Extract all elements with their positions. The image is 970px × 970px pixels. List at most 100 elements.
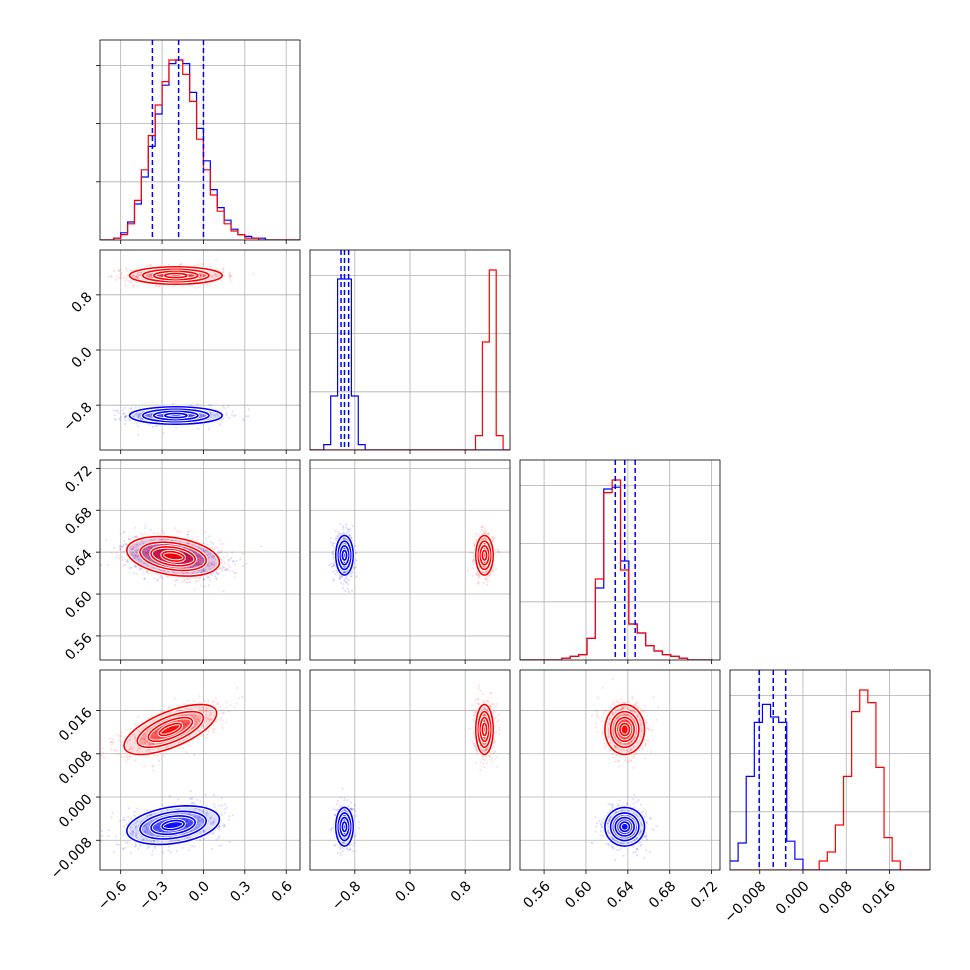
scatter-point [338,577,341,581]
scatter-point [134,828,138,831]
scatter-point [145,830,148,833]
scatter-point [333,542,336,545]
scatter-point [495,568,498,571]
scatter-point [331,552,334,555]
scatter-point [112,269,116,273]
contour-red [125,535,221,577]
scatter-point [190,796,194,800]
scatter-point [156,531,159,534]
scatter-point [182,561,185,564]
scatter-point [197,818,200,821]
scatter-point [187,559,190,563]
scatter-point [186,530,189,534]
scatter-point [140,835,143,838]
scatter-point [477,581,480,584]
scatter-point [155,554,158,557]
scatter-point [345,526,348,529]
scatter-point [480,525,483,528]
scatter-point [200,274,203,277]
scatter-point [475,532,478,535]
scatter-point [137,847,140,851]
scatter-point [136,272,140,275]
scatter-point [152,812,155,815]
scatter-point [228,275,231,278]
scatter-point [132,830,135,834]
scatter-point [131,274,135,277]
scatter-point [191,274,194,277]
scatter-point [196,558,199,561]
scatter-point [222,270,225,273]
scatter-point [134,834,138,837]
scatter-point [119,532,122,535]
scatter-point [140,559,143,562]
scatter-point [183,579,186,582]
scatter-point [113,414,116,417]
scatter-point [199,414,202,418]
scatter-point [156,578,159,581]
scatter-point [135,572,138,575]
scatter-point [215,838,218,841]
panel-frame [729,669,931,871]
scatter-point [199,414,202,417]
scatter-point [157,549,160,552]
scatter-point [122,564,125,568]
scatter-point [220,542,223,546]
scatter-point [134,535,137,538]
scatter-point [345,581,348,584]
scatter-point [150,546,153,549]
scatter-point [157,552,160,555]
scatter-point [193,845,196,848]
scatter-point [213,547,216,550]
scatter-point [476,573,479,576]
scatter-point [473,542,476,545]
scatter-point [215,578,218,581]
scatter-point [160,274,163,277]
scatter-point [110,275,114,278]
scatter-point [229,556,232,559]
scatter-point [190,274,193,277]
scatter-point [225,414,228,417]
scatter-point [141,838,144,841]
scatter-point [145,831,148,834]
scatter-point [226,554,229,557]
scatter-point [132,274,135,277]
scatter-point [135,545,138,548]
scatter-point [134,554,137,557]
scatter-point [135,422,138,425]
scatter-point [124,846,127,849]
scatter-point [185,561,189,564]
scatter-point [145,552,148,555]
scatter-point [151,849,154,852]
histogram-red-2 [520,479,713,660]
scatter-point [157,555,160,558]
scatter-point [100,829,104,832]
scatter-point [200,273,203,276]
scatter-point [193,588,196,591]
scatter-point [196,555,199,558]
scatter-point [122,413,125,416]
scatter-point [146,827,149,830]
scatter-point [143,554,146,557]
scatter-point [187,560,190,563]
scatter-point [355,575,358,578]
scatter-point [215,577,218,580]
scatter-point [135,826,138,829]
scatter-point [206,553,209,557]
scatter-point [162,820,165,823]
scatter-point [213,563,216,566]
scatter-point [130,553,133,556]
contour-blue [341,549,348,561]
scatter-point [118,417,121,420]
scatter-point [129,538,132,541]
scatter-point [124,415,127,418]
scatter-point [184,561,187,564]
scatter-point [487,532,490,535]
scatter-point [158,568,161,571]
scatter-point [194,545,197,548]
scatter-point [117,269,120,272]
scatter-point [193,286,197,289]
scatter-point [153,553,156,556]
scatter-point [119,418,122,421]
scatter-point [198,569,201,572]
scatter-point [195,807,198,810]
